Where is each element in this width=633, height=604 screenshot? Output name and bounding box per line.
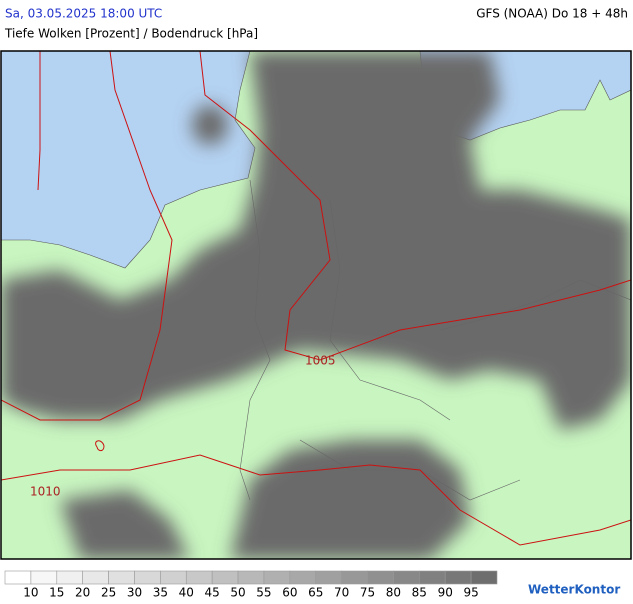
legend-swatch <box>4 570 32 585</box>
legend-label: 30 <box>127 586 142 600</box>
legend-label: 10 <box>23 586 38 600</box>
legend-label: 60 <box>282 586 297 600</box>
legend-swatch <box>367 570 394 585</box>
legend-label: 45 <box>205 586 220 600</box>
legend-swatch <box>108 570 135 585</box>
legend-swatch <box>160 570 187 585</box>
legend-label: 55 <box>256 586 271 600</box>
map-frame <box>0 50 632 560</box>
legend-label: 20 <box>75 586 90 600</box>
legend-swatch <box>470 570 498 585</box>
legend-label: 65 <box>308 586 323 600</box>
legend-swatch <box>211 570 239 585</box>
legend-swatch <box>341 570 368 585</box>
legend-label: 90 <box>438 586 453 600</box>
legend: 10 15 20 25 30 35 40 45 50 55 60 65 70 75 80 85 90 95 <box>4 570 498 600</box>
legend-label: 85 <box>412 586 427 600</box>
logo: WetterKontor <box>528 583 620 597</box>
legend-label: 95 <box>463 586 478 600</box>
legend-swatch <box>134 570 161 585</box>
legend-swatch <box>263 570 291 585</box>
legend-label: 40 <box>179 586 194 600</box>
legend-swatch <box>393 570 420 585</box>
map: 1005 1010 <box>1 51 631 559</box>
subtitle: Tiefe Wolken [Prozent] / Bodendruck [hPa… <box>4 27 258 41</box>
legend-swatch <box>444 570 472 585</box>
legend-swatch <box>30 570 58 585</box>
legend-swatch <box>82 570 109 585</box>
legend-swatch <box>289 570 317 585</box>
legend-label: 80 <box>386 586 401 600</box>
datetime: Sa, 03.05.2025 18:00 UTC <box>5 7 162 21</box>
north-sea <box>1 51 256 269</box>
legend-swatch <box>56 570 83 585</box>
legend-label: 50 <box>230 586 245 600</box>
legend-swatch <box>237 570 265 585</box>
legend-label: 70 <box>334 586 349 600</box>
isobar-label: 1005 <box>305 354 336 368</box>
model-run: GFS (NOAA) Do 18 + 48h <box>476 7 628 21</box>
isobars <box>1 51 631 546</box>
isobar-label: 1010 <box>30 485 61 499</box>
legend-swatch <box>419 570 446 585</box>
legend-label: 35 <box>153 586 168 600</box>
legend-label: 75 <box>360 586 375 600</box>
legend-swatch <box>315 570 342 585</box>
legend-label: 25 <box>101 586 116 600</box>
legend-swatch <box>185 570 213 585</box>
legend-label: 15 <box>49 586 64 600</box>
